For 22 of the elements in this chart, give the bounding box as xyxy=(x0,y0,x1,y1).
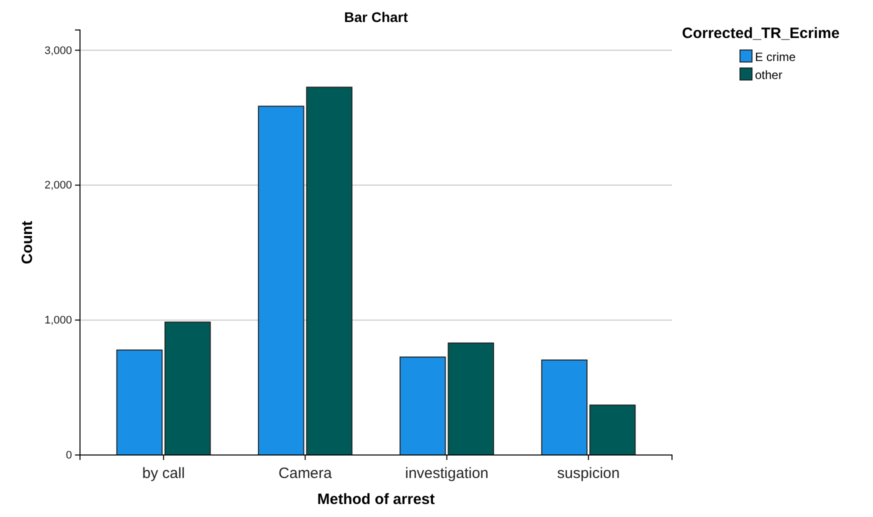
y-tick-label: 3,000 xyxy=(44,44,72,57)
bar xyxy=(400,356,446,456)
bar xyxy=(116,350,163,456)
chart-title: Bar Chart xyxy=(344,9,408,25)
x-tick-label: Camera xyxy=(278,465,333,482)
bar xyxy=(448,342,494,456)
bar xyxy=(306,86,352,456)
x-tick-label: suspicion xyxy=(557,465,620,482)
legend-title: Corrected_TR_Ecrime xyxy=(682,25,840,42)
bar xyxy=(589,404,636,456)
x-tick-label: investigation xyxy=(405,465,489,482)
bar xyxy=(258,106,304,456)
bar xyxy=(164,322,211,456)
x-tick-label: by call xyxy=(142,465,185,482)
y-tick-label: 0 xyxy=(66,450,72,462)
y-tick-label: 1,000 xyxy=(44,314,72,327)
y-axis-title: Count xyxy=(19,220,36,264)
bar xyxy=(541,360,588,456)
legend-label: other xyxy=(755,68,782,82)
legend-label: E crime xyxy=(755,50,796,64)
y-tick-label: 2,000 xyxy=(44,180,72,192)
x-axis-title: Method of arrest xyxy=(317,491,435,508)
